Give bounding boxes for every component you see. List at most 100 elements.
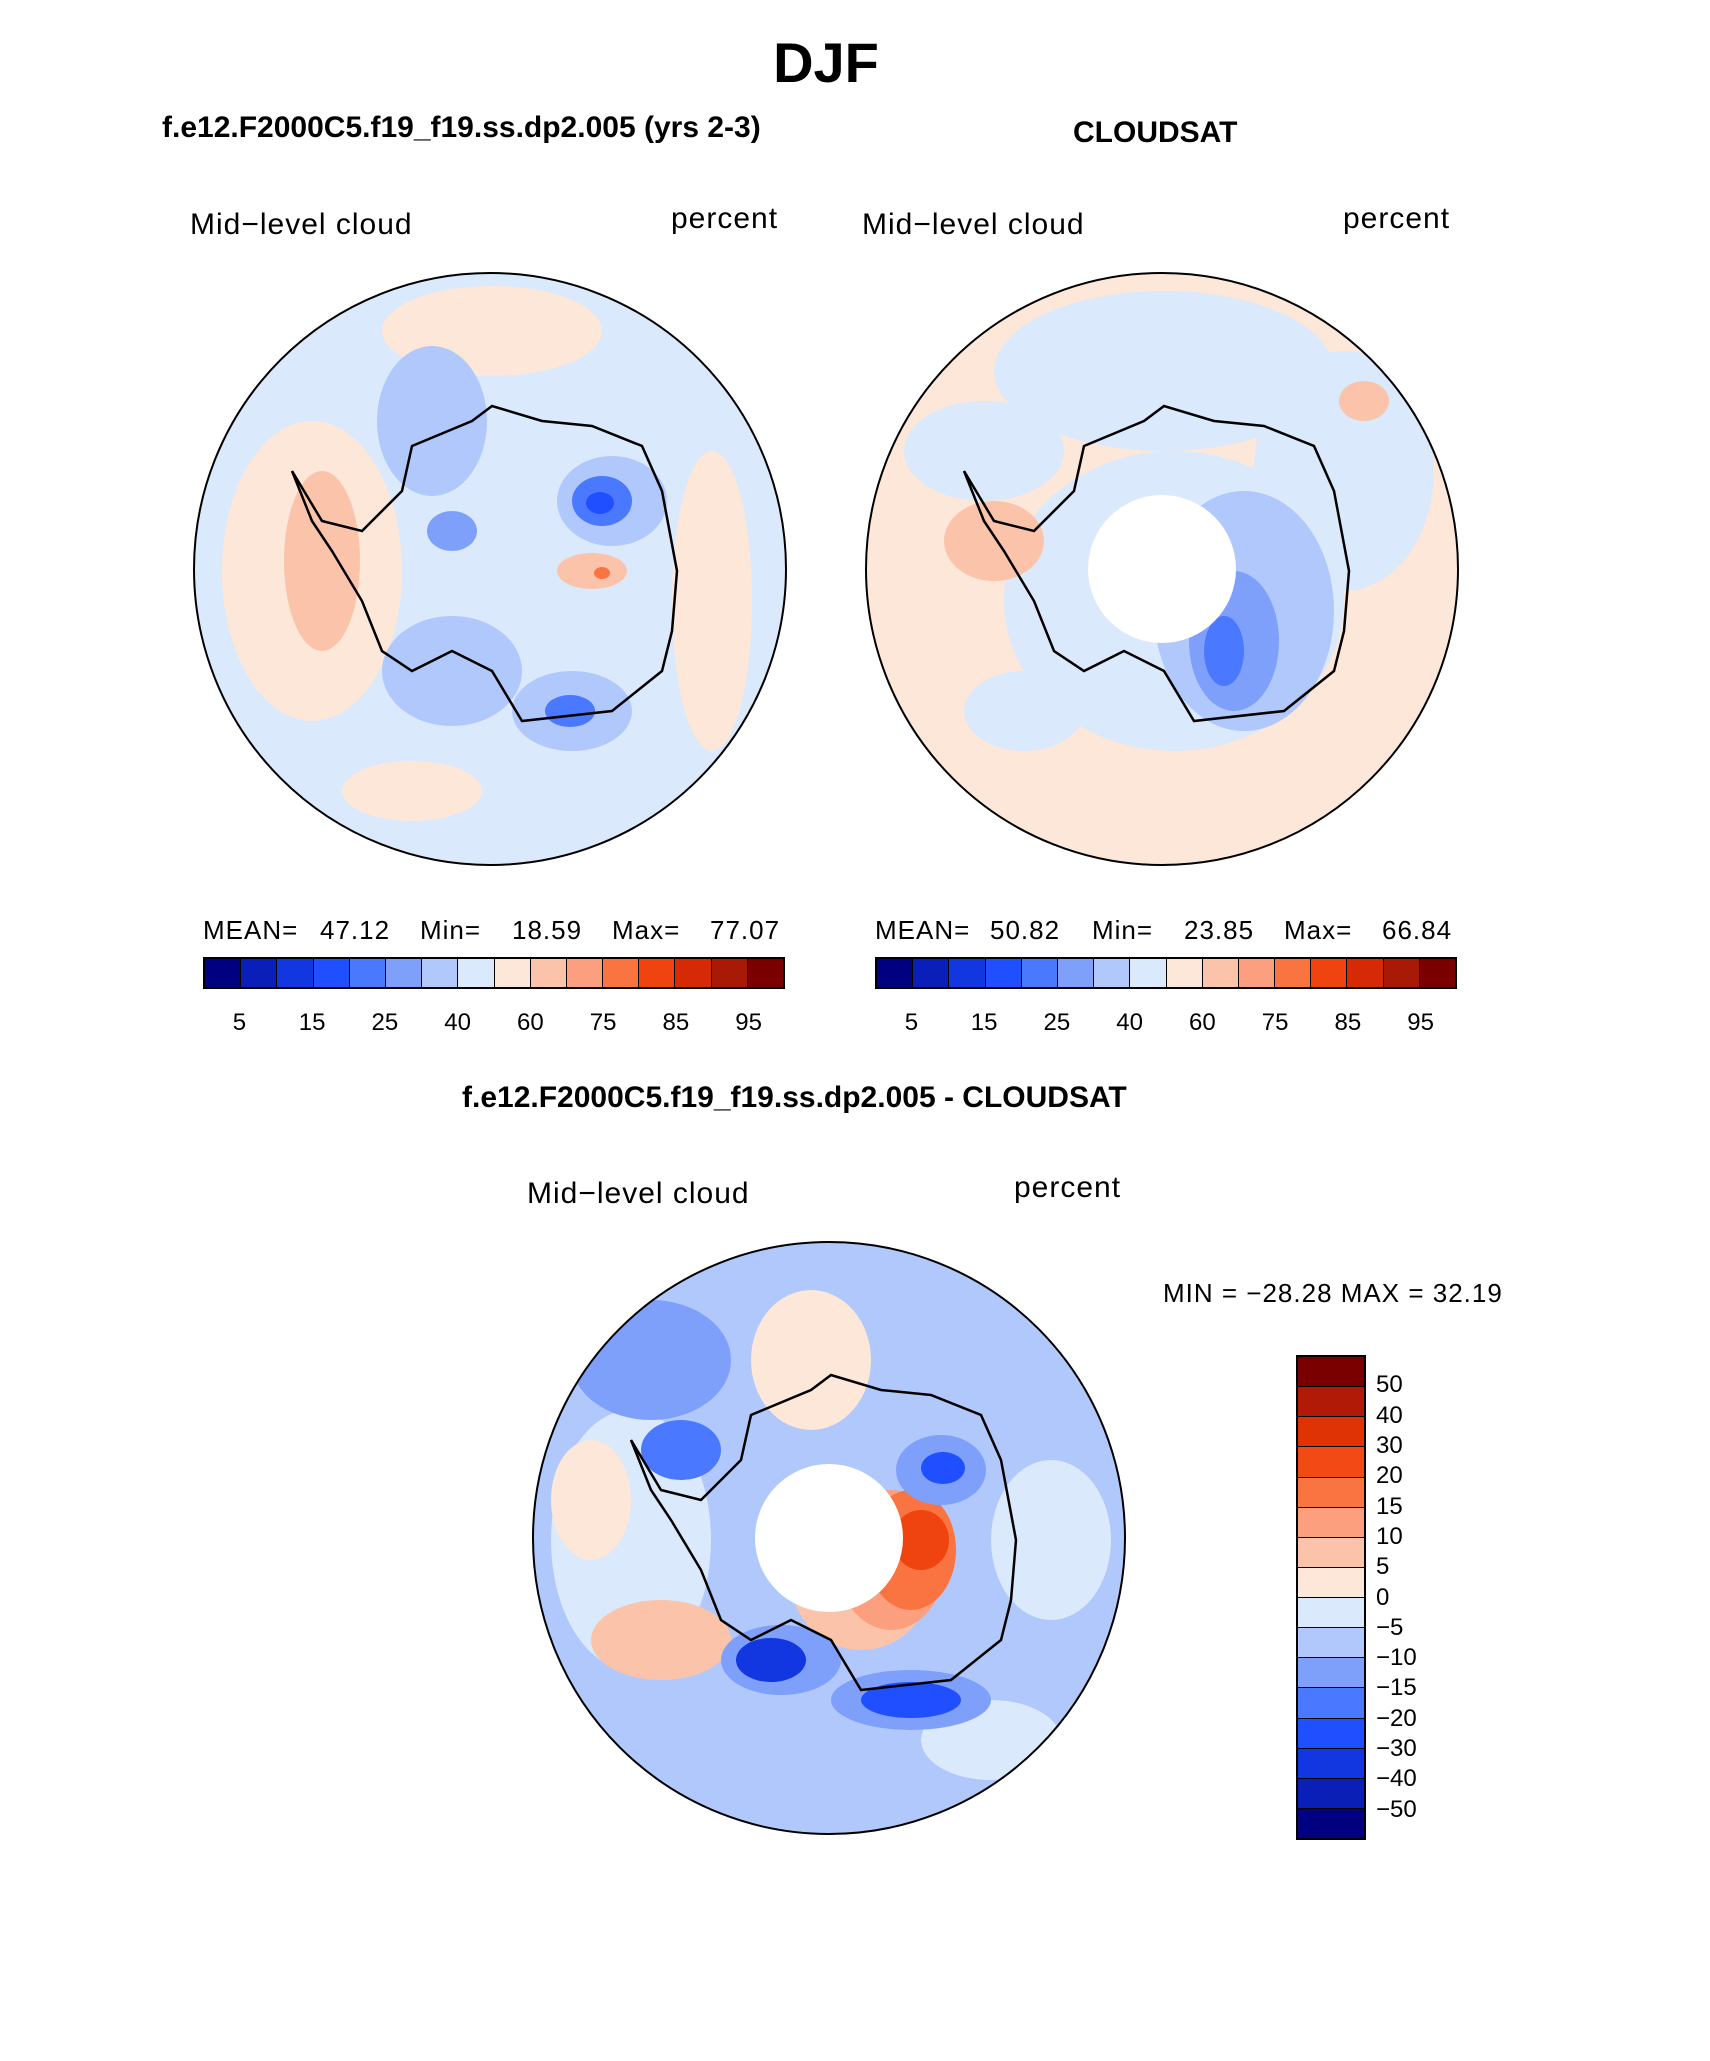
diff-variable-label: Mid−level cloud: [527, 1177, 750, 1210]
model-colorbar-swatch: [530, 959, 567, 987]
model-colorbar-swatch: [566, 959, 604, 987]
diff-colorbar-tick-label: −20: [1376, 1704, 1417, 1732]
obs-colorbar-swatch: [1021, 959, 1058, 987]
diff-colorbar-tick-label: 50: [1376, 1371, 1403, 1399]
model-mean-value: 47.12: [320, 915, 391, 945]
obs-colorbar-swatch: [1383, 959, 1420, 987]
obs-colorbar-swatch: [1275, 959, 1312, 987]
model-colorbar-tick-label: 95: [735, 1009, 762, 1036]
obs-colorbar-swatch: [1057, 959, 1095, 987]
diff-colorbar-swatch: [1298, 1567, 1364, 1598]
model-colorbar-swatch: [639, 959, 676, 987]
obs-variable-label: Mid−level cloud: [862, 208, 1085, 241]
diff-colorbar-tick-label: 40: [1376, 1401, 1403, 1429]
model-colorbar-swatch: [241, 959, 278, 987]
obs-polar-map: [865, 272, 1459, 866]
model-min-label: Min=: [420, 915, 482, 945]
diff-colorbar-tick-label: 0: [1376, 1583, 1390, 1611]
model-colorbar-swatch: [277, 959, 314, 987]
diff-colorbar-swatch: [1298, 1477, 1364, 1508]
diff-colorbar-swatch: [1298, 1507, 1364, 1538]
diff-colorbar-swatch: [1298, 1808, 1364, 1838]
model-colorbar-swatch: [458, 959, 495, 987]
diff-colorbar-tick-label: −40: [1376, 1765, 1417, 1793]
diff-polar-map: [532, 1241, 1126, 1835]
diff-colorbar-tick-label: 30: [1376, 1431, 1403, 1459]
diff-colorbar-swatch: [1298, 1387, 1364, 1418]
model-variable-label: Mid−level cloud: [190, 208, 413, 241]
obs-colorbar-swatch: [985, 959, 1022, 987]
obs-colorbar-tick-label: 95: [1407, 1009, 1434, 1036]
diff-colorbar-swatch: [1298, 1748, 1364, 1779]
model-colorbar-swatch: [711, 959, 748, 987]
obs-min-label: Min=: [1092, 915, 1154, 945]
obs-mean-value: 50.82: [990, 915, 1061, 945]
obs-colorbar-tick-label: 85: [1334, 1009, 1362, 1036]
model-colorbar-tick-label: 60: [517, 1009, 544, 1036]
model-mean-label: MEAN=: [203, 915, 299, 945]
diff-colorbar-tick-label: 15: [1376, 1492, 1403, 1520]
obs-colorbar-swatch: [1347, 959, 1384, 987]
diff-colorbar: [1296, 1355, 1366, 1840]
model-colorbar: [203, 957, 785, 989]
model-colorbar-swatch: [313, 959, 350, 987]
diff-colorbar-tick-label: 20: [1376, 1462, 1403, 1490]
diff-colorbar-tick-label: −15: [1376, 1674, 1417, 1702]
model-colorbar-swatch: [349, 959, 386, 987]
obs-min-value: 23.85: [1184, 915, 1255, 945]
obs-colorbar-tick-label: 5: [904, 1009, 919, 1036]
obs-colorbar-swatch: [913, 959, 950, 987]
obs-colorbar-tick-label: 15: [970, 1009, 998, 1036]
obs-colorbar-tick-label: 25: [1043, 1009, 1071, 1036]
model-max-value: 77.07: [710, 915, 781, 945]
model-colorbar-swatch: [422, 959, 459, 987]
obs-colorbar-tick-label: 40: [1116, 1009, 1143, 1036]
obs-colorbar: [875, 957, 1457, 989]
diff-colorbar-tick-label: −30: [1376, 1735, 1417, 1763]
diff-colorbar-tick-label: −10: [1376, 1644, 1417, 1672]
model-colorbar-swatch: [675, 959, 712, 987]
diff-colorbar-swatch: [1298, 1688, 1364, 1719]
diff-colorbar-swatch: [1298, 1778, 1364, 1809]
diff-colorbar-swatch: [1298, 1357, 1364, 1388]
model-colorbar-swatch: [747, 959, 783, 987]
diff-colorbar-tick-label: 10: [1376, 1522, 1403, 1550]
obs-colorbar-swatch: [1166, 959, 1203, 987]
obs-panel-title: CLOUDSAT: [1073, 116, 1238, 149]
diff-min-max: MIN = −28.28 MAX = 32.19: [1163, 1278, 1503, 1308]
obs-units-label: percent: [1343, 202, 1451, 235]
obs-colorbar-swatch: [877, 959, 914, 987]
obs-colorbar-swatch: [1094, 959, 1131, 987]
model-colorbar-tick-label: 40: [444, 1009, 471, 1036]
diff-colorbar-tick-label: −50: [1376, 1795, 1417, 1823]
obs-colorbar-swatch: [1311, 959, 1348, 987]
model-colorbar-swatch: [494, 959, 531, 987]
obs-mean-label: MEAN=: [875, 915, 971, 945]
obs-colorbar-swatch: [1202, 959, 1239, 987]
obs-max-value: 66.84: [1382, 915, 1453, 945]
obs-colorbar-tick-label: 60: [1189, 1009, 1216, 1036]
model-colorbar-tick-label: 5: [232, 1009, 247, 1036]
model-colorbar-tick-label: 25: [371, 1009, 399, 1036]
model-colorbar-tick-label: 85: [662, 1009, 690, 1036]
obs-colorbar-tick-label: 75: [1261, 1009, 1289, 1036]
obs-colorbar-swatch: [1419, 959, 1455, 987]
obs-colorbar-swatch: [1238, 959, 1276, 987]
diff-colorbar-swatch: [1298, 1628, 1364, 1659]
obs-max-label: Max=: [1284, 915, 1353, 945]
diff-colorbar-swatch: [1298, 1537, 1364, 1568]
diff-units-label: percent: [1014, 1171, 1122, 1204]
main-title: DJF: [773, 31, 879, 94]
model-min-value: 18.59: [512, 915, 583, 945]
diff-colorbar-swatch: [1298, 1658, 1364, 1689]
model-colorbar-tick-label: 75: [589, 1009, 617, 1036]
diff-colorbar-swatch: [1298, 1598, 1364, 1629]
diff-colorbar-swatch: [1298, 1417, 1364, 1448]
model-colorbar-swatch: [205, 959, 242, 987]
obs-colorbar-swatch: [949, 959, 986, 987]
diff-colorbar-swatch: [1298, 1718, 1364, 1749]
diff-colorbar-tick-label: 5: [1376, 1553, 1390, 1581]
model-colorbar-tick-label: 15: [298, 1009, 326, 1036]
diff-colorbar-tick-label: −5: [1376, 1613, 1404, 1641]
model-panel-title: f.e12.F2000C5.f19_f19.ss.dp2.005 (yrs 2-…: [162, 111, 761, 144]
